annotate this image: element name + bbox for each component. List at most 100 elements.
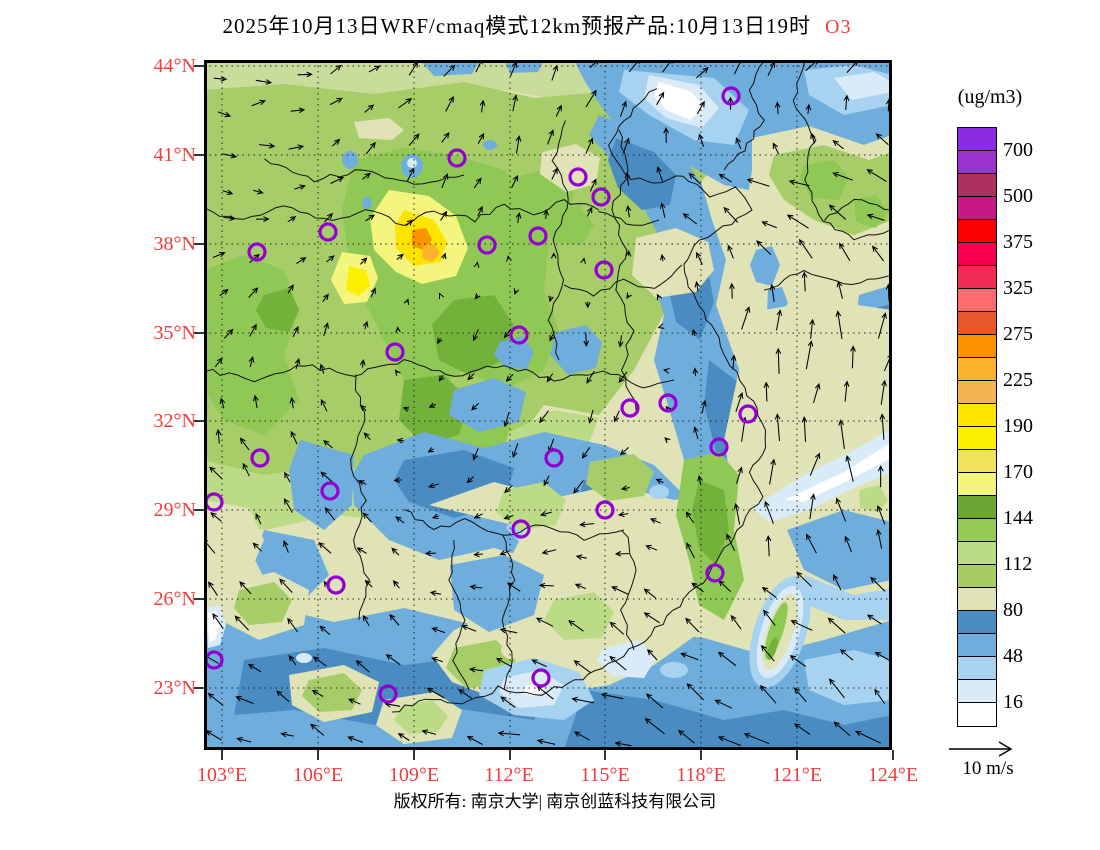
concentration-region	[787, 510, 892, 590]
wind-arrow	[466, 476, 474, 484]
wind-arrow	[427, 447, 435, 453]
colorbar-cell	[958, 634, 996, 657]
wind-arrow	[370, 287, 376, 298]
colorbar-cell	[958, 266, 996, 289]
wind-arrow	[677, 729, 696, 744]
wind-arrow	[437, 337, 443, 345]
province-boundary	[620, 530, 637, 651]
wind-arrow	[551, 167, 558, 180]
wind-arrow	[877, 312, 887, 339]
lon-label: 103°E	[196, 764, 248, 786]
concentration-region	[544, 205, 594, 245]
wind-arrow	[395, 326, 401, 333]
wind-arrow	[443, 64, 456, 77]
lat-label: 41°N	[153, 144, 196, 166]
wind-arrow	[251, 99, 266, 107]
wind-arrow	[649, 518, 661, 524]
wind-arrow	[571, 696, 595, 704]
wind-arrow	[809, 493, 816, 520]
concentration-region	[750, 246, 780, 286]
colorbar-cell	[958, 197, 996, 220]
wind-arrow	[365, 141, 376, 155]
wind-arrow	[624, 171, 631, 186]
wind-arrow	[212, 251, 226, 258]
wind-arrow	[790, 620, 813, 631]
wind-arrow	[312, 656, 327, 667]
wind-arrow	[551, 64, 559, 81]
wind-arrow	[866, 213, 885, 221]
wind-arrow	[839, 649, 854, 661]
wind-arrow	[688, 172, 702, 185]
lon-label: 118°E	[676, 764, 726, 786]
wind-arrow	[402, 406, 410, 412]
wind-arrow	[543, 475, 550, 487]
wind-arrow	[429, 590, 441, 597]
wind-arrow	[717, 736, 741, 746]
wind-arrow	[364, 579, 373, 588]
wind-arrow	[764, 500, 774, 524]
colorbar-tick-label: 700	[1003, 139, 1033, 161]
lat-label: 32°N	[153, 410, 196, 432]
colorbar-cell	[958, 519, 996, 542]
wind-arrow	[311, 689, 324, 697]
wind-arrow	[701, 399, 707, 414]
wind-arrow	[511, 174, 519, 189]
wind-arrow	[393, 477, 402, 483]
wind-arrow	[252, 394, 259, 408]
colorbar-tick-label: 500	[1003, 185, 1033, 207]
wind-arrow	[397, 733, 410, 741]
wind-arrow	[793, 687, 807, 702]
wind-arrow	[275, 690, 290, 703]
wind-arrow	[874, 651, 890, 662]
wind-arrow	[547, 129, 554, 145]
wind-arrow	[361, 172, 371, 180]
colorbar	[957, 127, 997, 727]
wind-arrow	[320, 471, 333, 483]
wind-arrow	[445, 95, 454, 112]
wind-arrow	[850, 345, 856, 369]
wind-arrow	[235, 695, 254, 704]
concentration-region	[654, 82, 704, 120]
wind-arrow	[723, 206, 739, 223]
wind-arrow	[879, 413, 886, 440]
wind-arrow	[568, 620, 584, 632]
wind-arrow	[292, 326, 299, 338]
wind-arrow	[691, 328, 698, 336]
wind-arrow	[729, 282, 735, 299]
province-boundary	[563, 264, 683, 297]
province-boundary	[501, 534, 516, 691]
colorbar-tick-label: 275	[1003, 323, 1033, 345]
concentration-spot	[660, 662, 688, 678]
wind-arrow	[586, 206, 593, 217]
wind-arrow	[587, 409, 594, 424]
wind-arrow	[363, 432, 371, 441]
wind-arrow	[609, 655, 627, 671]
wind-arrow	[222, 189, 234, 196]
wind-arrow	[324, 212, 334, 223]
wind-arrow	[828, 678, 845, 699]
wind-arrow	[535, 617, 554, 627]
wind-arrow	[692, 367, 699, 377]
wind-arrow	[258, 142, 276, 149]
wind-arrow	[287, 216, 297, 223]
wind-arrow	[798, 238, 813, 259]
colorbar-cell	[958, 680, 996, 703]
wind-arrow	[408, 133, 420, 146]
wind-arrow	[659, 202, 666, 218]
wind-arrow	[693, 426, 699, 440]
wind-arrow	[832, 140, 844, 150]
colorbar-tick-label: 112	[1003, 553, 1033, 575]
wind-arrow	[875, 133, 889, 146]
wind-arrow	[458, 689, 473, 699]
concentration-region	[586, 454, 654, 501]
lon-label: 115°E	[580, 764, 630, 786]
concentration-region	[346, 266, 370, 296]
wind-arrow	[477, 205, 483, 217]
city-marker	[544, 448, 564, 468]
wind-arrow	[495, 657, 512, 667]
colorbar-cell	[958, 243, 996, 266]
colorbar-cell	[958, 289, 996, 312]
wind-arrow	[585, 137, 594, 154]
colorbar-cell	[958, 657, 996, 680]
wind-arrow	[252, 188, 264, 195]
